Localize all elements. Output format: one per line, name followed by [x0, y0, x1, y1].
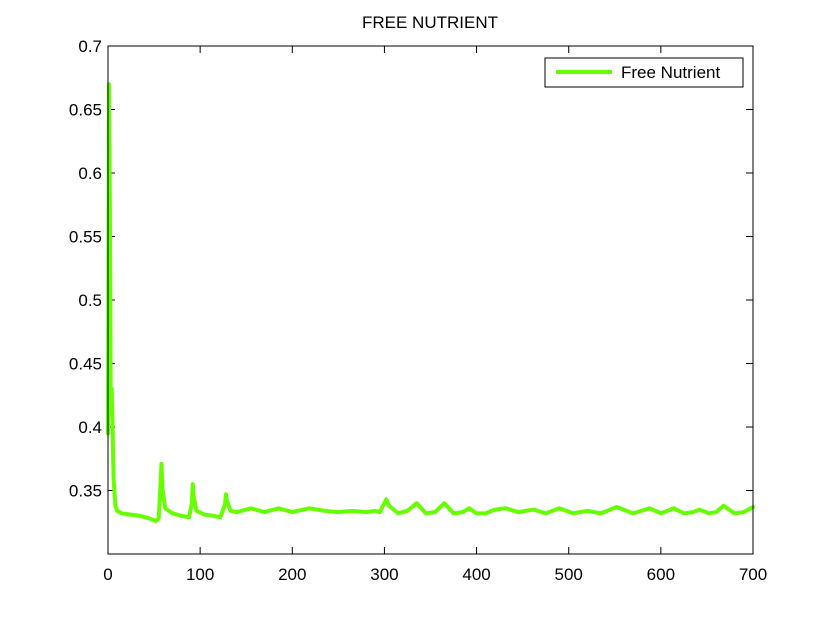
legend: Free Nutrient — [544, 57, 744, 88]
plot-frame — [107, 45, 754, 555]
x-tick-label: 700 — [739, 565, 767, 584]
x-tick-label: 100 — [186, 565, 214, 584]
y-tick-label: 0.65 — [69, 101, 102, 120]
y-tick-label: 0.5 — [78, 291, 102, 310]
y-tick-label: 0.4 — [78, 418, 102, 437]
x-tick-label: 200 — [278, 565, 306, 584]
y-tick-label: 0.45 — [69, 355, 102, 374]
y-tick-label: 0.6 — [78, 164, 102, 183]
y-tick-label: 0.55 — [69, 228, 102, 247]
axis-ticks: 0 100 200 300 400 500 600 700 0.35 0.4 0.45 0.5 0.55… — [69, 37, 767, 584]
x-tick-label: 0 — [103, 565, 112, 584]
y-tick-label: 0.7 — [78, 37, 102, 56]
series-layer — [106, 82, 755, 523]
y-tick-label: 0.35 — [69, 482, 102, 501]
chart-title: FREE NUTRIENT — [362, 13, 498, 32]
x-tick-label: 400 — [462, 565, 490, 584]
legend-label: Free Nutrient — [621, 63, 720, 82]
x-tick-label: 300 — [370, 565, 398, 584]
x-tick-label: 500 — [555, 565, 583, 584]
series-line-free-nutrient — [106, 82, 755, 523]
x-tick-label: 600 — [647, 565, 675, 584]
plot-area — [108, 46, 753, 554]
